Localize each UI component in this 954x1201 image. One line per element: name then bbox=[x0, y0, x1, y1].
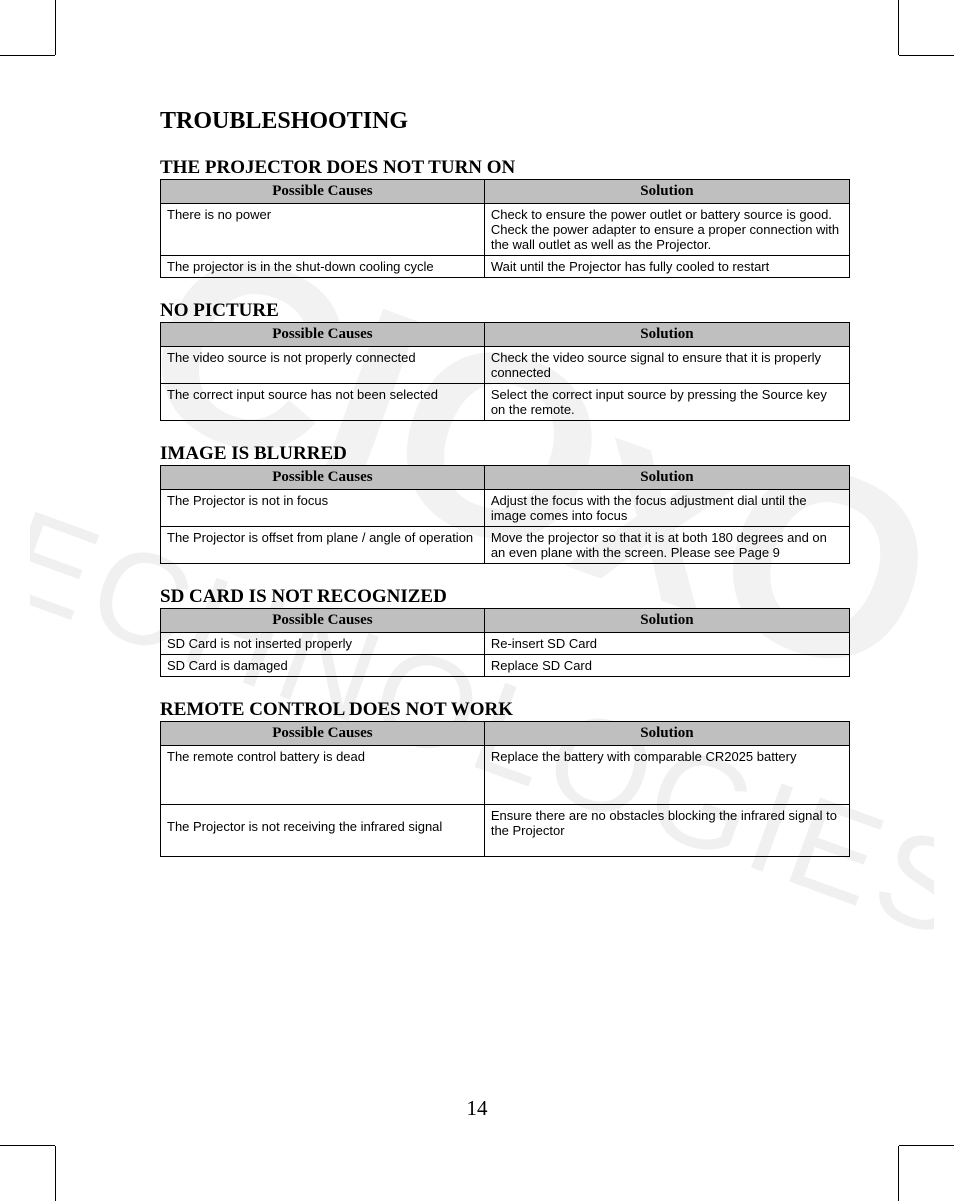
table-row: The remote control battery is dead Repla… bbox=[161, 746, 850, 805]
section-title: NO PICTURE bbox=[160, 300, 850, 322]
content-area: TROUBLESHOOTING THE PROJECTOR DOES NOT T… bbox=[160, 108, 850, 857]
cause-cell: There is no power bbox=[161, 204, 485, 256]
cause-cell: The Projector is not in focus bbox=[161, 490, 485, 527]
crop-mark bbox=[55, 1146, 56, 1201]
crop-mark bbox=[898, 0, 899, 55]
solution-cell: Check to ensure the power outlet or batt… bbox=[484, 204, 849, 256]
solution-cell: Re-insert SD Card bbox=[484, 633, 849, 655]
section-title: REMOTE CONTROL DOES NOT WORK bbox=[160, 699, 850, 721]
crop-mark bbox=[55, 0, 56, 55]
table-header-causes: Possible Causes bbox=[161, 609, 485, 633]
crop-mark bbox=[0, 55, 55, 56]
table-row: The Projector is not in focus Adjust the… bbox=[161, 490, 850, 527]
table-header-solution: Solution bbox=[484, 323, 849, 347]
crop-mark bbox=[898, 1146, 899, 1201]
table-header-solution: Solution bbox=[484, 180, 849, 204]
table-header-causes: Possible Causes bbox=[161, 722, 485, 746]
crop-mark bbox=[0, 1145, 55, 1146]
table-row: The video source is not properly connect… bbox=[161, 347, 850, 384]
cause-cell: The projector is in the shut-down coolin… bbox=[161, 256, 485, 278]
crop-mark bbox=[899, 1145, 954, 1146]
solution-cell: Replace SD Card bbox=[484, 655, 849, 677]
table-row: SD Card is not inserted properly Re-inse… bbox=[161, 633, 850, 655]
solution-cell: Ensure there are no obstacles blocking t… bbox=[484, 805, 849, 857]
table-row: The projector is in the shut-down coolin… bbox=[161, 256, 850, 278]
troubleshooting-table: Possible Causes Solution There is no pow… bbox=[160, 179, 850, 278]
page: CIOxO TECHNOLOGIES TROUBLESHOOTING THE P… bbox=[0, 0, 954, 1201]
solution-cell: Adjust the focus with the focus adjustme… bbox=[484, 490, 849, 527]
solution-cell: Replace the battery with comparable CR20… bbox=[484, 746, 849, 805]
crop-mark bbox=[899, 55, 954, 56]
table-header-causes: Possible Causes bbox=[161, 466, 485, 490]
cause-cell: The Projector is offset from plane / ang… bbox=[161, 527, 485, 564]
table-header-solution: Solution bbox=[484, 466, 849, 490]
cause-cell: The video source is not properly connect… bbox=[161, 347, 485, 384]
section-title: THE PROJECTOR DOES NOT TURN ON bbox=[160, 157, 850, 179]
section-title: SD CARD IS NOT RECOGNIZED bbox=[160, 586, 850, 608]
table-header-solution: Solution bbox=[484, 722, 849, 746]
table-header-solution: Solution bbox=[484, 609, 849, 633]
table-row: The Projector is not receiving the infra… bbox=[161, 805, 850, 857]
section-title: IMAGE IS BLURRED bbox=[160, 443, 850, 465]
page-title: TROUBLESHOOTING bbox=[160, 108, 850, 135]
cause-cell: SD Card is not inserted properly bbox=[161, 633, 485, 655]
cause-cell: SD Card is damaged bbox=[161, 655, 485, 677]
solution-cell: Wait until the Projector has fully coole… bbox=[484, 256, 849, 278]
troubleshooting-table: Possible Causes Solution The remote cont… bbox=[160, 721, 850, 857]
table-row: The Projector is offset from plane / ang… bbox=[161, 527, 850, 564]
table-header-causes: Possible Causes bbox=[161, 180, 485, 204]
solution-cell: Check the video source signal to ensure … bbox=[484, 347, 849, 384]
table-row: The correct input source has not been se… bbox=[161, 384, 850, 421]
table-row: SD Card is damaged Replace SD Card bbox=[161, 655, 850, 677]
troubleshooting-table: Possible Causes Solution The video sourc… bbox=[160, 322, 850, 421]
troubleshooting-table: Possible Causes Solution The Projector i… bbox=[160, 465, 850, 564]
cause-cell: The Projector is not receiving the infra… bbox=[161, 805, 485, 857]
solution-cell: Select the correct input source by press… bbox=[484, 384, 849, 421]
solution-cell: Move the projector so that it is at both… bbox=[484, 527, 849, 564]
table-header-causes: Possible Causes bbox=[161, 323, 485, 347]
cause-cell: The remote control battery is dead bbox=[161, 746, 485, 805]
troubleshooting-table: Possible Causes Solution SD Card is not … bbox=[160, 608, 850, 677]
page-number: 14 bbox=[0, 1096, 954, 1121]
table-row: There is no power Check to ensure the po… bbox=[161, 204, 850, 256]
cause-cell: The correct input source has not been se… bbox=[161, 384, 485, 421]
